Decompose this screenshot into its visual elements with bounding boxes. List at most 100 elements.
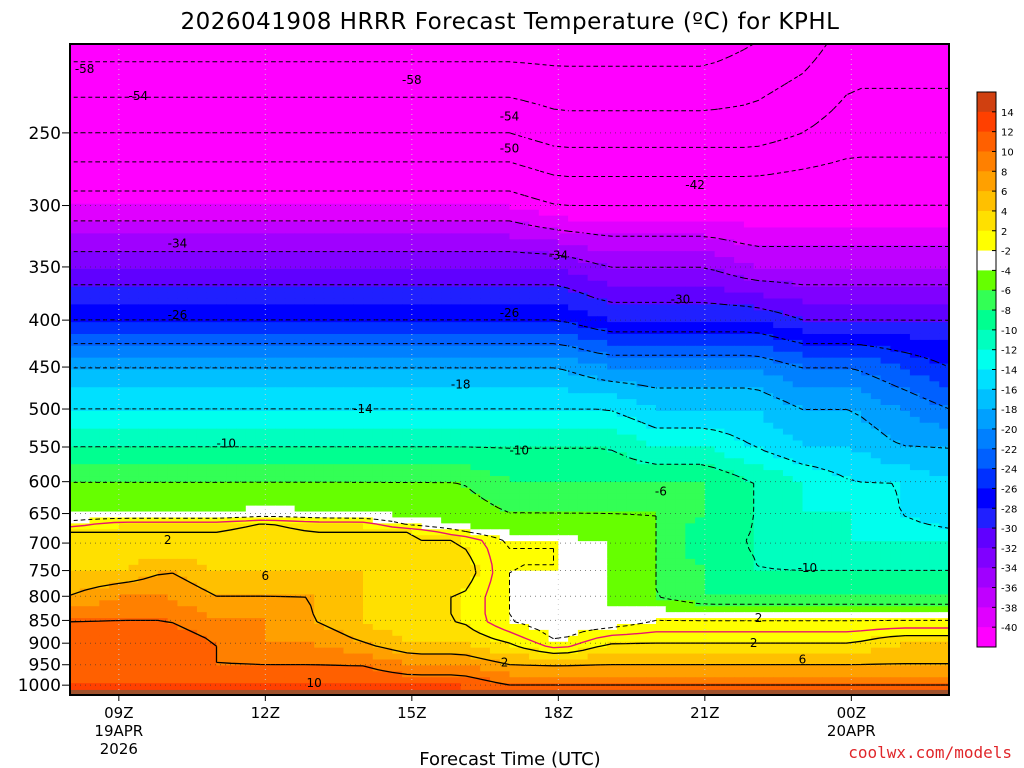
field-cell bbox=[402, 215, 413, 223]
field-cell bbox=[695, 245, 706, 252]
field-cell bbox=[802, 345, 813, 353]
field-cell bbox=[626, 316, 638, 323]
field-cell bbox=[323, 73, 335, 81]
field-cell bbox=[870, 150, 882, 158]
field-cell bbox=[236, 85, 247, 92]
field-cell bbox=[109, 262, 120, 270]
field-cell bbox=[636, 120, 647, 128]
field-cell bbox=[909, 138, 921, 146]
field-cell bbox=[411, 132, 423, 140]
field-cell bbox=[138, 144, 149, 152]
field-cell bbox=[236, 351, 247, 359]
field-cell bbox=[460, 221, 472, 229]
field-cell bbox=[685, 262, 696, 270]
field-cell bbox=[714, 245, 725, 252]
field-cell bbox=[890, 168, 901, 175]
field-cell bbox=[118, 357, 130, 365]
field-cell bbox=[909, 168, 921, 175]
field-cell bbox=[99, 103, 110, 110]
field-cell bbox=[206, 79, 218, 87]
field-cell bbox=[538, 191, 550, 199]
field-cell bbox=[109, 126, 120, 134]
field-cell bbox=[187, 79, 198, 87]
field-cell bbox=[675, 310, 686, 317]
field-cell bbox=[245, 280, 257, 288]
field-cell bbox=[675, 73, 686, 81]
field-cell bbox=[284, 203, 296, 211]
field-cell bbox=[70, 103, 81, 110]
field-cell bbox=[304, 150, 315, 158]
field-cell bbox=[236, 156, 247, 163]
field-cell bbox=[890, 227, 901, 234]
field-cell bbox=[333, 55, 345, 63]
field-cell bbox=[177, 186, 188, 193]
field-cell bbox=[157, 310, 169, 317]
field-cell bbox=[353, 215, 364, 223]
field-cell bbox=[782, 280, 794, 288]
field-cell bbox=[353, 369, 364, 377]
field-cell bbox=[275, 345, 286, 353]
field-cell bbox=[538, 132, 550, 140]
field-cell bbox=[792, 191, 804, 199]
field-cell bbox=[109, 298, 120, 305]
field-cell bbox=[382, 345, 393, 353]
field-cell bbox=[196, 49, 208, 57]
field-cell bbox=[255, 91, 266, 98]
field-cell bbox=[128, 203, 139, 211]
field-cell bbox=[167, 251, 179, 258]
field-cell bbox=[167, 44, 179, 51]
field-cell bbox=[363, 180, 374, 187]
field-cell bbox=[656, 239, 667, 246]
field-cell bbox=[499, 49, 511, 57]
field-cell bbox=[763, 304, 774, 311]
field-cell bbox=[353, 363, 364, 371]
field-cell bbox=[734, 197, 745, 205]
field-cell bbox=[245, 203, 257, 211]
field-cell bbox=[431, 203, 442, 211]
field-cell bbox=[323, 351, 335, 359]
field-cell bbox=[568, 197, 579, 205]
field-cell bbox=[646, 49, 657, 57]
field-cell bbox=[616, 73, 628, 81]
field-cell bbox=[363, 227, 374, 234]
field-cell bbox=[607, 132, 618, 140]
field-cell bbox=[304, 168, 315, 175]
field-cell bbox=[734, 156, 745, 163]
field-cell bbox=[99, 156, 110, 163]
field-cell bbox=[99, 262, 110, 270]
field-cell bbox=[343, 221, 354, 229]
field-cell bbox=[597, 316, 608, 323]
field-cell bbox=[99, 286, 110, 294]
field-cell bbox=[167, 132, 179, 140]
field-cell bbox=[597, 357, 608, 365]
field-cell bbox=[714, 310, 725, 317]
field-cell bbox=[157, 85, 169, 92]
field-cell bbox=[411, 357, 423, 365]
field-cell bbox=[577, 174, 589, 181]
field-cell bbox=[792, 333, 804, 341]
field-cell bbox=[831, 221, 843, 229]
field-cell bbox=[812, 274, 823, 282]
field-cell bbox=[646, 304, 657, 311]
field-cell bbox=[304, 274, 315, 282]
field-cell bbox=[734, 61, 745, 69]
field-cell bbox=[333, 126, 345, 134]
field-cell bbox=[812, 79, 823, 87]
field-cell bbox=[411, 262, 423, 270]
field-cell bbox=[822, 79, 833, 87]
field-cell bbox=[939, 209, 949, 217]
field-cell bbox=[138, 245, 149, 252]
field-cell bbox=[284, 55, 296, 63]
field-cell bbox=[656, 245, 667, 252]
field-cell bbox=[489, 115, 501, 122]
field-cell bbox=[763, 233, 774, 240]
field-cell bbox=[333, 298, 345, 305]
field-cell bbox=[363, 221, 374, 229]
field-cell bbox=[206, 351, 218, 359]
field-cell bbox=[157, 274, 169, 282]
field-cell bbox=[196, 144, 208, 152]
field-cell bbox=[616, 310, 628, 317]
field-cell bbox=[782, 97, 794, 104]
field-cell bbox=[900, 162, 911, 169]
field-cell bbox=[909, 221, 921, 229]
